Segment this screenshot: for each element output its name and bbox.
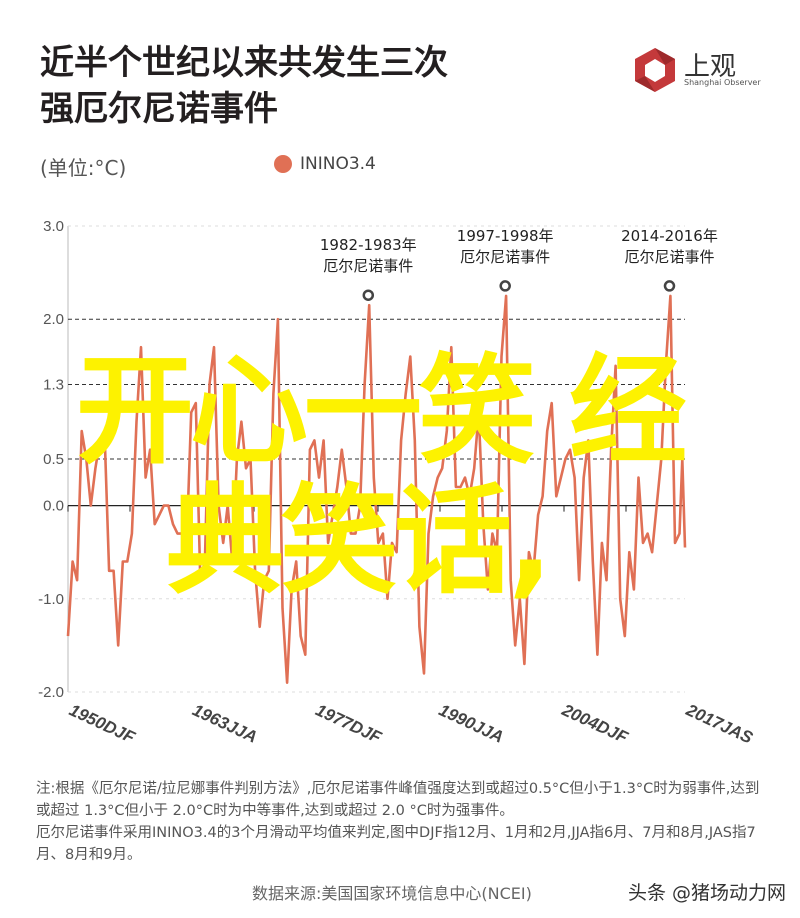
footnote-line-1: 注:根据《厄尔尼诺/拉尼娜事件判别方法》,厄尔尼诺事件峰值强度达到或超过0.5°… <box>36 781 760 819</box>
y-tick-label: -2.0 <box>38 684 64 701</box>
credit: 头条 @猪场动力网 <box>628 882 787 904</box>
annotation-label: 厄尔尼诺事件 <box>460 248 550 266</box>
title-line-2: 强厄尔尼诺事件 <box>40 89 278 129</box>
footnote: 注:根据《厄尔尼诺/拉尼娜事件判别方法》,厄尔尼诺事件峰值强度达到或超过0.5°… <box>36 778 766 866</box>
x-tick-label: 1950DJF <box>66 700 138 747</box>
legend-dot-icon <box>274 155 292 173</box>
inino34-series-line <box>66 294 687 684</box>
x-tick-label: 2004DJF <box>558 700 631 747</box>
legend: ININO3.4 <box>274 154 376 174</box>
data-source: 数据来源:美国国家环境信息中心(NCEI) <box>252 884 532 903</box>
logo-subtitle: Shanghai Observer <box>684 78 761 87</box>
peak-marker-icon <box>663 280 676 292</box>
footnote-line-2: 厄尔尼诺事件采用ININO3.4的3个月滑动平均值来判定,图中DJF指12月、1… <box>36 825 756 863</box>
annotation-year: 2014-2016年 <box>621 227 718 245</box>
peak-marker-icon <box>499 280 511 292</box>
y-tick-label: 0.5 <box>43 451 64 468</box>
x-tick-label: 1963JJA <box>190 700 261 746</box>
unit-label: (单位:°C) <box>40 156 127 180</box>
shanghai-observer-logo: 上观 Shanghai Observer <box>632 46 762 96</box>
logo-name: 上观 <box>684 52 737 82</box>
annotation-year: 1982-1983年 <box>320 236 417 254</box>
y-tick-label: 3.0 <box>43 218 64 235</box>
x-tick-label: 1977DJF <box>313 700 385 747</box>
peak-marker-icon <box>362 289 375 301</box>
x-tick-label: 2017JAS <box>682 700 756 748</box>
y-tick-label: 1.3 <box>43 376 64 393</box>
annotation-label: 厄尔尼诺事件 <box>323 257 413 275</box>
legend-label: ININO3.4 <box>300 154 376 174</box>
y-tick-label: 0.0 <box>43 498 64 515</box>
y-tick-label: 2.0 <box>43 311 64 328</box>
title-line-1: 近半个世纪以来共发生三次 <box>40 43 448 83</box>
annotation-year: 1997-1998年 <box>457 227 554 245</box>
annotation-label: 厄尔尼诺事件 <box>624 248 714 266</box>
chart-title: 近半个世纪以来共发生三次 强厄尔尼诺事件 <box>40 40 448 132</box>
x-tick-label: 1990JJA <box>436 700 507 746</box>
hexagon-logo-icon <box>635 48 675 92</box>
y-tick-label: -1.0 <box>38 591 64 608</box>
